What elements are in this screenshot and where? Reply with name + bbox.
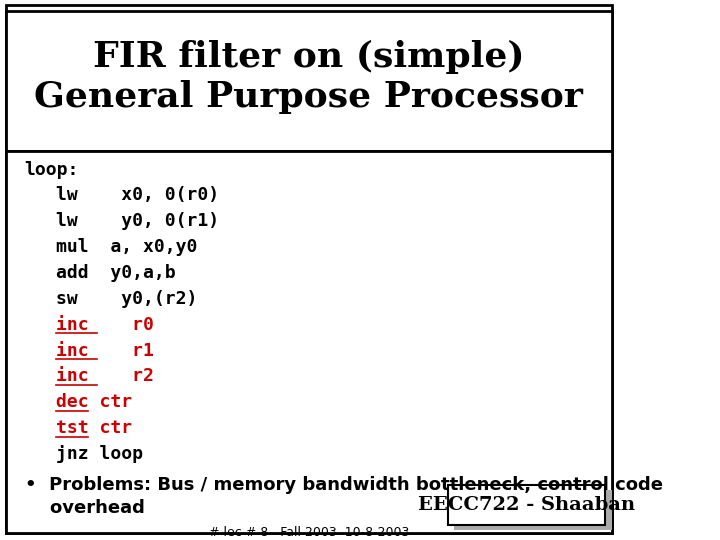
Text: dec ctr: dec ctr [55, 393, 132, 411]
Bar [448, 484, 606, 525]
Text: inc    r0: inc r0 [55, 316, 153, 334]
Bar [6, 151, 611, 533]
Text: jnz loop: jnz loop [55, 445, 143, 463]
Text: add  y0,a,b: add y0,a,b [55, 264, 175, 282]
Text: sw    y0,(r2): sw y0,(r2) [55, 290, 197, 308]
Text: lw    x0, 0(r0): lw x0, 0(r0) [55, 186, 219, 205]
Text: lw    y0, 0(r1): lw y0, 0(r1) [55, 212, 219, 231]
Text: •  Problems: Bus / memory bandwidth bottleneck, control code: • Problems: Bus / memory bandwidth bottl… [24, 476, 662, 494]
Text: EECC722 - Shaaban: EECC722 - Shaaban [418, 496, 635, 514]
Text: mul  a, x0,y0: mul a, x0,y0 [55, 238, 197, 256]
Text: FIR filter on (simple): FIR filter on (simple) [93, 39, 525, 73]
Text: inc    r2: inc r2 [55, 367, 153, 386]
Text: # lec # 8   Fall 2003  10-8-2003: # lec # 8 Fall 2003 10-8-2003 [209, 525, 409, 538]
Text: tst ctr: tst ctr [55, 419, 132, 437]
Bar [454, 490, 611, 530]
Text: General Purpose Processor: General Purpose Processor [35, 80, 583, 114]
Bar [6, 11, 611, 151]
Text: loop:: loop: [24, 160, 79, 179]
Text: overhead: overhead [24, 500, 145, 517]
Text: inc    r1: inc r1 [55, 342, 153, 360]
